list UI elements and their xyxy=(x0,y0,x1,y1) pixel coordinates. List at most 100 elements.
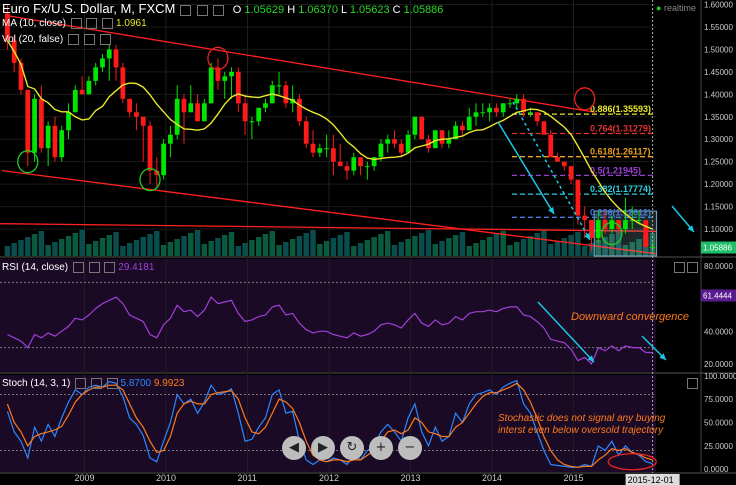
volume-bar xyxy=(446,238,452,256)
pane-up-button[interactable] xyxy=(687,378,698,389)
settings-button[interactable] xyxy=(70,18,82,29)
volume-bar xyxy=(59,239,65,256)
volume-bar xyxy=(480,240,486,256)
candle-body xyxy=(568,166,574,180)
stoch-annotation-line-1: Stochastic does not signal any buying xyxy=(498,413,666,424)
volume-bar xyxy=(412,236,418,256)
candle-body xyxy=(650,247,655,249)
stoch-y-tick-label: 75.0000 xyxy=(704,395,733,404)
volume-bar xyxy=(466,246,472,256)
settings-button[interactable] xyxy=(67,34,79,45)
candle-body xyxy=(188,103,194,113)
stoch-annotation-circle xyxy=(607,453,657,471)
annotation-circle xyxy=(207,46,229,71)
candle-body xyxy=(521,98,526,113)
close-button[interactable] xyxy=(102,18,114,29)
x-tick-label: 2013 xyxy=(401,473,421,483)
hide-button[interactable] xyxy=(83,34,95,45)
rsi-y-tick-label: 80.0000 xyxy=(704,262,733,271)
stoch-d-value: 9.9923 xyxy=(153,378,185,390)
candle-body xyxy=(195,103,200,122)
stoch-y-tick-label: 0.0000 xyxy=(704,465,729,474)
volume-bar xyxy=(344,232,350,256)
settings-button[interactable] xyxy=(72,262,84,273)
pane-down-button[interactable] xyxy=(687,262,698,273)
volume-bar xyxy=(167,242,174,256)
volume-bar xyxy=(527,236,534,256)
settings-button[interactable] xyxy=(180,4,192,16)
arrow-left-icon[interactable]: ◀ xyxy=(282,436,306,460)
volume-bar xyxy=(126,243,133,256)
close-button[interactable] xyxy=(99,34,111,45)
volume-bar xyxy=(636,239,642,256)
candle-body xyxy=(100,58,105,68)
hide-button[interactable] xyxy=(196,4,208,16)
candle-body xyxy=(134,112,139,117)
volume-bar xyxy=(296,236,303,256)
candle-body xyxy=(494,107,499,113)
ma-legend-value: 1.0961 xyxy=(116,18,147,30)
zoom-in-icon[interactable]: + xyxy=(369,436,393,460)
arrow-right-icon[interactable]: ▶ xyxy=(311,436,335,460)
refresh-icon[interactable]: ↻ xyxy=(340,436,364,460)
candle-body xyxy=(127,98,133,113)
pane-up-button[interactable] xyxy=(674,262,685,273)
last-price-box xyxy=(701,241,736,254)
hide-button[interactable] xyxy=(86,18,98,29)
fib-level-label: 0.886(1.35593) xyxy=(590,104,651,114)
stoch-d-line xyxy=(6,382,653,468)
stoch-legend: Stoch (14, 3, 1) 5.8700 9.9923 xyxy=(2,378,184,389)
close-button[interactable] xyxy=(104,262,116,273)
candle-body xyxy=(561,161,567,167)
hide-button[interactable] xyxy=(88,262,100,273)
volume-bar xyxy=(31,234,38,256)
realtime-label: realtime xyxy=(663,3,696,13)
candle-body xyxy=(595,220,601,239)
rsi-current-box xyxy=(701,289,736,302)
zoom-out-icon[interactable]: − xyxy=(398,436,422,460)
hide-button[interactable] xyxy=(90,378,102,389)
candle-body xyxy=(106,49,112,59)
candle-body xyxy=(337,161,343,167)
open-value: 1.05629 xyxy=(244,4,285,16)
volume-bar xyxy=(255,237,262,256)
candle-body xyxy=(378,143,384,158)
candle-body xyxy=(52,125,58,158)
close-button[interactable] xyxy=(106,378,118,389)
volume-bar xyxy=(276,245,282,256)
candle-body xyxy=(154,170,160,176)
main-header: Euro Fx/U.S. Dollar, M, FXCM O 1.05629 H… xyxy=(2,1,443,16)
projection-arrow xyxy=(512,101,591,241)
stoch-k-value: 5.8700 xyxy=(120,378,152,390)
volume-bar xyxy=(439,241,445,256)
realtime-dot-icon: ● xyxy=(656,3,662,13)
volume-bar xyxy=(507,245,513,256)
close-button[interactable] xyxy=(212,4,224,16)
candle-body xyxy=(235,71,241,104)
candle-body xyxy=(412,116,418,135)
volume-bar xyxy=(595,240,601,256)
volume-bar xyxy=(215,238,221,256)
volume-bar xyxy=(228,232,235,256)
candle-body xyxy=(589,220,594,239)
y-tick-label: 1.15000 xyxy=(704,203,733,212)
candle-body xyxy=(324,148,329,150)
volume-bar xyxy=(310,230,316,256)
volume-bar xyxy=(174,239,180,256)
volume-bar xyxy=(283,242,289,256)
annotation-circle xyxy=(601,221,623,246)
volume-bar xyxy=(242,243,248,256)
volume-bar xyxy=(269,231,275,256)
stoch-y-tick-label: 50.0000 xyxy=(704,419,733,428)
settings-button[interactable] xyxy=(75,378,87,389)
volume-bar xyxy=(385,231,391,256)
candle-body xyxy=(283,85,289,104)
stoch-legend-label: Stoch (14, 3, 1) xyxy=(2,378,71,390)
volume-bar xyxy=(52,242,58,256)
volume-bar xyxy=(500,231,506,256)
rsi-pane-background xyxy=(0,259,656,372)
volume-bar xyxy=(222,235,228,256)
volume-bar xyxy=(541,230,547,256)
candle-body xyxy=(18,62,24,90)
